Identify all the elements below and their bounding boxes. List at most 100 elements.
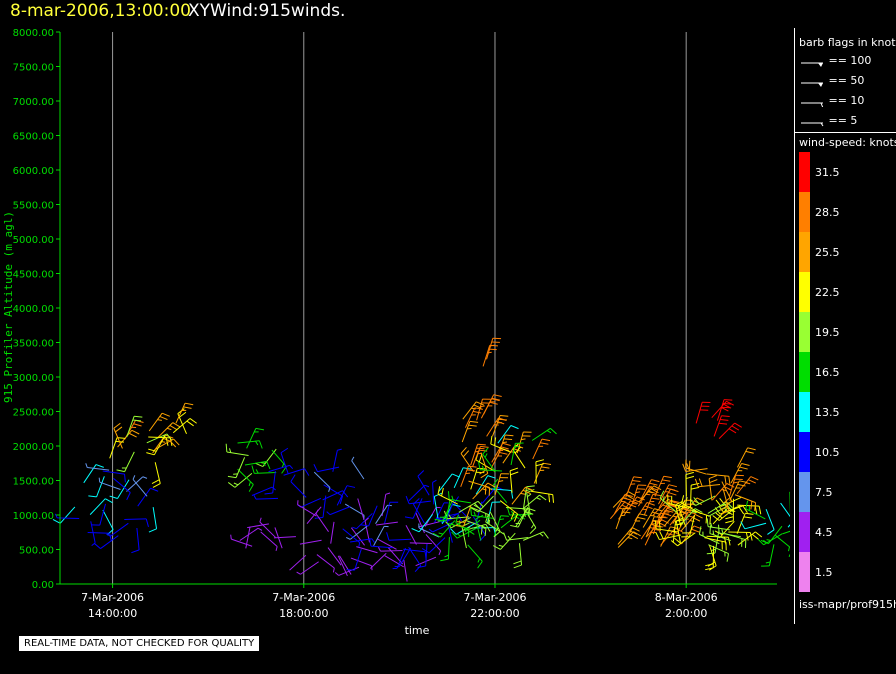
wind-barb	[765, 509, 775, 535]
wind-barb	[515, 507, 536, 527]
wind-barb	[337, 555, 348, 576]
wind-barb	[453, 467, 472, 489]
barb-staff	[351, 460, 365, 480]
wind-barb	[642, 508, 663, 528]
barb-feather	[472, 410, 482, 414]
wind-barb	[497, 425, 519, 444]
barb-staff	[126, 476, 144, 492]
wind-barb	[342, 528, 361, 548]
barb-feather	[644, 505, 653, 510]
barb-staff	[405, 524, 417, 545]
wind-barb	[350, 557, 373, 571]
barb-feather	[447, 491, 450, 500]
barb-feather	[159, 415, 168, 420]
barb-feather	[455, 514, 459, 523]
barb-staff	[376, 538, 397, 550]
barb-staff	[237, 468, 254, 485]
barb-staff	[83, 464, 97, 484]
barb-staff	[148, 436, 171, 439]
barb-staff	[290, 481, 307, 498]
wind-barb	[513, 543, 523, 569]
barb-feather	[709, 525, 712, 534]
wind-barb	[677, 500, 687, 527]
barb-feather	[476, 519, 481, 524]
barb-feather	[683, 507, 692, 512]
barb-feather	[152, 483, 161, 488]
wind-barb	[225, 443, 249, 457]
wind-barb	[455, 514, 475, 535]
x-tick-time-3: 2:00:00	[665, 607, 707, 620]
barb-feather	[490, 435, 493, 445]
wind-barb	[432, 479, 437, 505]
barb-feather	[142, 476, 148, 479]
barb-feather	[498, 480, 504, 483]
wind-barb	[264, 471, 276, 495]
barb-staff	[102, 509, 114, 530]
speed-label: 22.5	[815, 286, 840, 299]
speed-legend-row: 13.5	[797, 392, 893, 432]
barb-feather	[506, 506, 511, 516]
barb-feather	[510, 511, 515, 520]
barb-feather	[527, 508, 530, 518]
wind-barb	[659, 490, 678, 513]
barb-staff	[412, 498, 423, 519]
barb-feather	[535, 459, 545, 463]
barb-feather	[705, 567, 714, 571]
wind-barb	[470, 495, 494, 513]
barb-legend-row: == 10	[799, 94, 864, 109]
barb-feather	[414, 565, 422, 573]
barb-staff	[512, 449, 526, 469]
barb-feather	[665, 509, 674, 513]
barb-feather	[326, 511, 331, 515]
speed-label: 16.5	[815, 366, 840, 379]
barb-staff	[136, 527, 140, 550]
wind-barb	[386, 532, 411, 541]
speed-legend-row: 10.5	[797, 432, 893, 472]
barb-feather	[710, 522, 713, 528]
barb-staff	[462, 401, 477, 420]
wind-barb	[316, 554, 335, 573]
barb-feather	[452, 473, 460, 478]
barb-feather	[622, 497, 632, 501]
barb-staff	[780, 502, 790, 518]
barb-staff	[299, 539, 322, 545]
x-tick-time-0: 14:00:00	[88, 607, 137, 620]
wind-barb	[494, 473, 510, 496]
wind-barb	[124, 419, 144, 440]
barb-feather	[525, 486, 534, 491]
wind-barb	[369, 552, 387, 569]
barb-feather	[690, 486, 700, 490]
barb-feather	[477, 500, 485, 508]
barb-feather	[417, 470, 425, 477]
barb-feather	[405, 495, 410, 504]
barb-feather	[132, 419, 142, 422]
wind-barb	[721, 481, 733, 507]
barb-staff	[368, 505, 378, 527]
barb-feather	[692, 511, 697, 514]
barb-feather	[653, 485, 662, 491]
wind-barb	[780, 502, 790, 528]
barb-feather	[721, 415, 730, 418]
barb-feather	[452, 504, 461, 507]
barb-feather	[157, 419, 162, 421]
barb-feather	[496, 420, 505, 425]
speed-swatch	[799, 152, 810, 192]
wind-barb	[404, 498, 423, 519]
barb-feather	[258, 440, 263, 449]
barb-feather	[456, 533, 461, 537]
wind-barb	[437, 486, 458, 505]
barb-feather	[424, 484, 430, 488]
speed-label: 1.5	[815, 566, 833, 579]
speed-swatch	[799, 512, 810, 552]
barb-feather	[505, 434, 514, 437]
barb-feather	[266, 461, 271, 470]
speed-label: 7.5	[815, 486, 833, 499]
barb-staff	[132, 479, 148, 497]
barb-feather	[705, 515, 708, 524]
barb-feather	[685, 475, 695, 480]
speed-label: 13.5	[815, 406, 840, 419]
barb-feather	[514, 446, 522, 454]
wind-barb	[706, 518, 730, 531]
barb-feather	[733, 481, 738, 484]
barb-feather	[484, 485, 493, 491]
